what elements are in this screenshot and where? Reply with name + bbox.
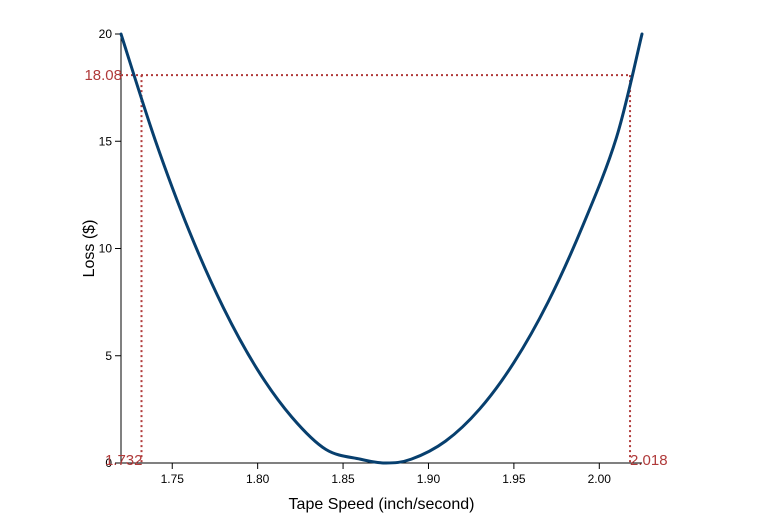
- x-tick-label: 2.00: [588, 472, 612, 486]
- x-tick-label: 1.95: [502, 472, 526, 486]
- reference-lines: [121, 74, 632, 463]
- y-tick-label: 15: [99, 134, 113, 148]
- x-tick-label: 1.85: [331, 472, 355, 486]
- y-tick-label: 0: [105, 456, 112, 470]
- loss-curve: [119, 32, 644, 465]
- y-axis-title: Loss ($): [81, 220, 98, 278]
- y-tick-label: 10: [99, 242, 113, 256]
- x-tick-label: 1.90: [417, 472, 441, 486]
- x-high-annotation: 2.018: [630, 452, 668, 469]
- x-axis-ticks: 1.75 1.80 1.85 1.90 1.95 2.00: [161, 463, 612, 486]
- series-layer: [119, 32, 644, 465]
- y-tick-label: 20: [99, 27, 113, 41]
- x-low-annotation: 1.732: [105, 452, 143, 469]
- y-value-annotation: 18.08: [84, 67, 122, 84]
- axes: 1.75 1.80 1.85 1.90 1.95 2.00 0 5 10 15 20: [99, 27, 642, 486]
- y-axis-ticks: 0 5 10 15 20: [99, 27, 121, 470]
- x-axis-title: Tape Speed (inch/second): [289, 496, 475, 513]
- x-tick-label: 1.75: [161, 472, 185, 486]
- annotations: 18.08 1.732 2.018: [84, 67, 667, 469]
- x-tick-label: 1.80: [246, 472, 270, 486]
- y-tick-label: 5: [105, 349, 112, 363]
